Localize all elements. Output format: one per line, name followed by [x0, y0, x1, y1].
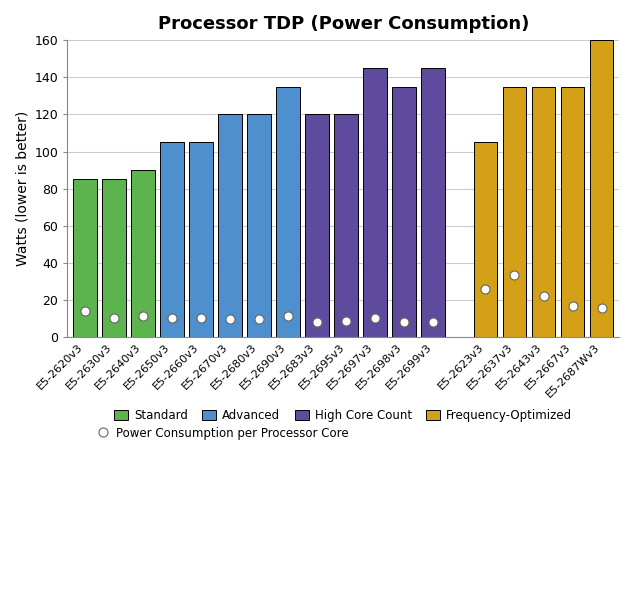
Bar: [363, 68, 387, 337]
Bar: [474, 142, 497, 337]
Bar: [334, 115, 358, 337]
Legend: Power Consumption per Processor Core: Power Consumption per Processor Core: [91, 422, 353, 445]
Bar: [160, 142, 184, 337]
Bar: [532, 86, 555, 337]
Bar: [218, 115, 242, 337]
Bar: [503, 86, 526, 337]
Bar: [73, 179, 97, 337]
Bar: [247, 115, 271, 337]
Bar: [392, 86, 416, 337]
Title: Processor TDP (Power Consumption): Processor TDP (Power Consumption): [157, 15, 529, 33]
Bar: [102, 179, 126, 337]
Bar: [276, 86, 300, 337]
Bar: [422, 68, 445, 337]
Bar: [131, 170, 155, 337]
Bar: [305, 115, 329, 337]
Bar: [590, 40, 614, 337]
Bar: [189, 142, 213, 337]
Y-axis label: Watts (lower is better): Watts (lower is better): [15, 111, 29, 266]
Bar: [560, 86, 585, 337]
